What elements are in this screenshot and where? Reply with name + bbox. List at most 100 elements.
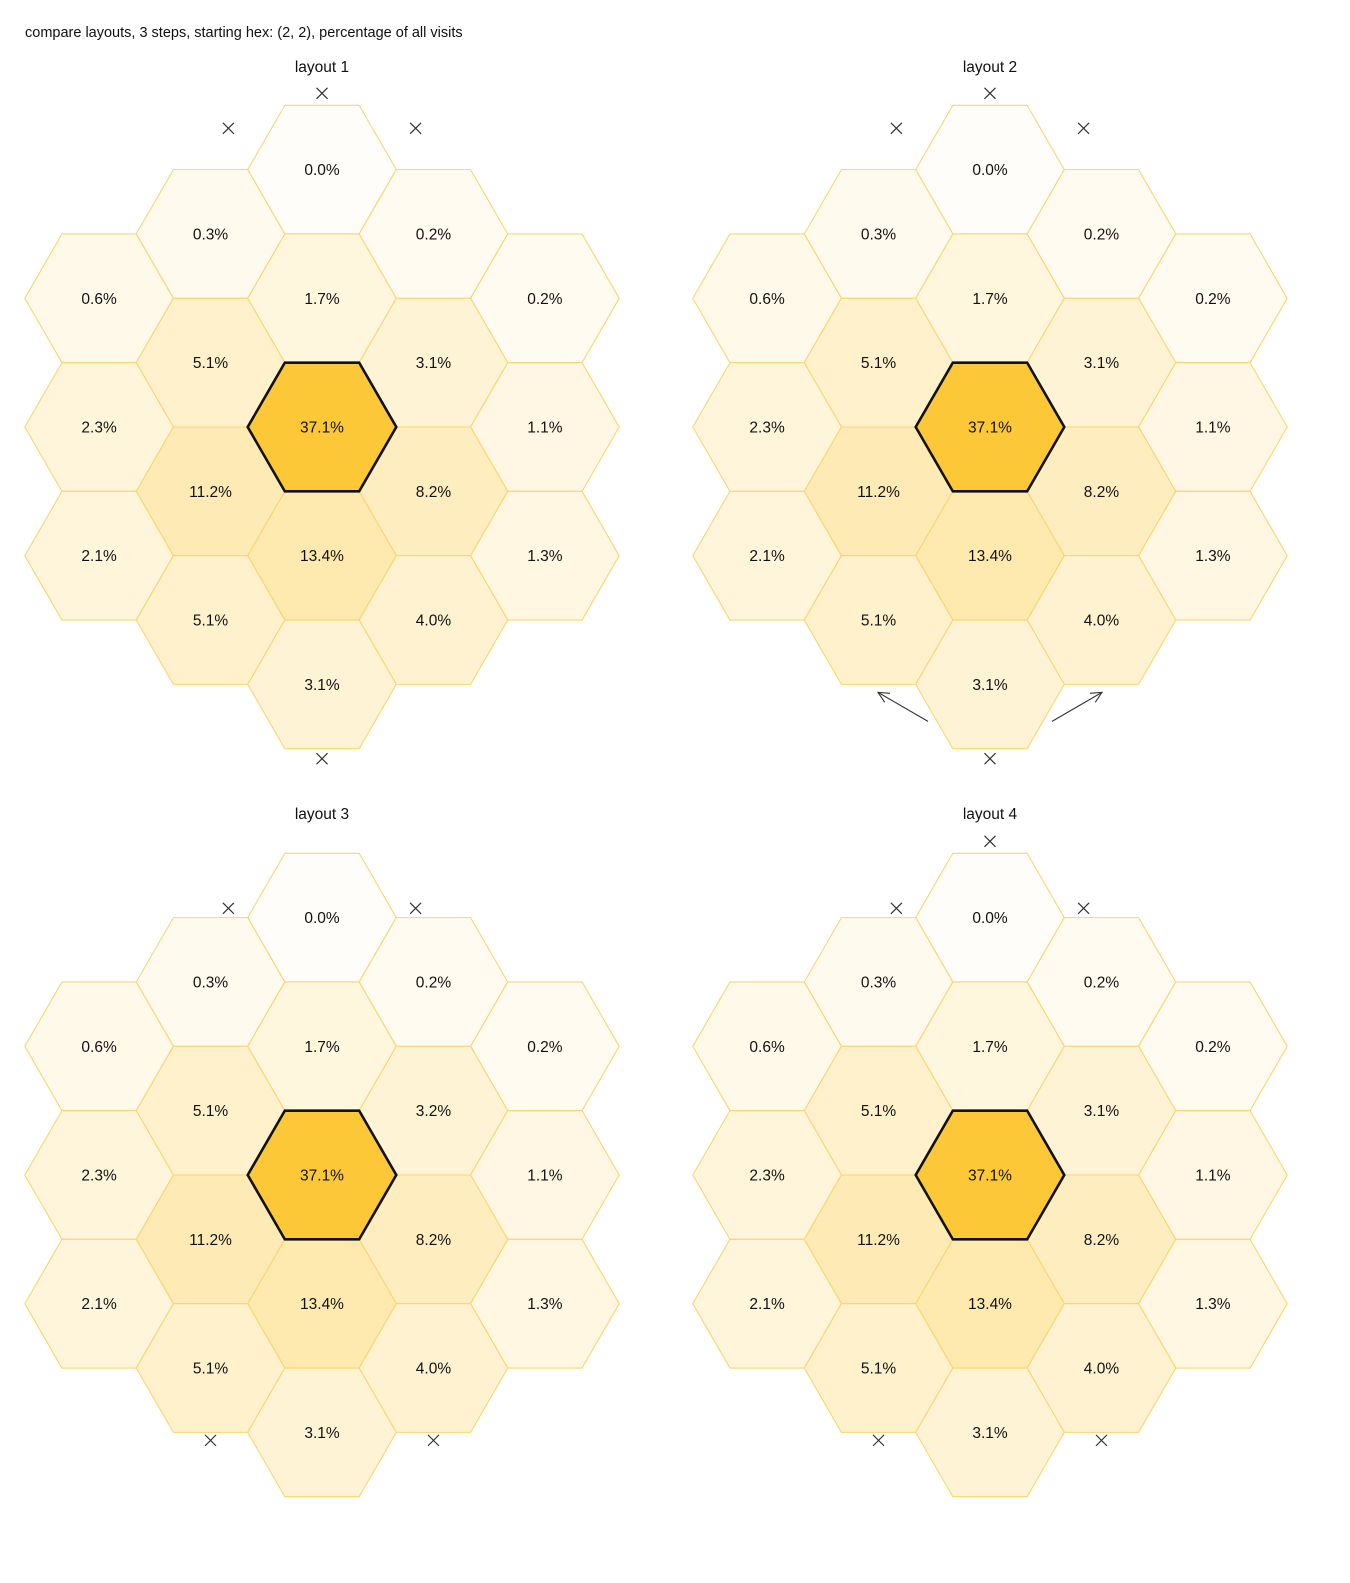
hex-cell: 0.0%: [247, 104, 397, 235]
boundary-marker-icon: [316, 87, 328, 100]
hex-percentage-label: 8.2%: [1084, 1232, 1120, 1249]
hex-percentage-label: 0.3%: [861, 226, 897, 243]
boundary-marker-icon: [890, 122, 903, 135]
boundary-marker-icon: [984, 752, 996, 765]
hex-cell: 5.1%: [803, 1045, 954, 1176]
hex-percentage-label: 1.1%: [527, 1168, 563, 1185]
hex-cell: 3.1%: [1026, 297, 1177, 428]
hex-percentage-label: 2.3%: [749, 420, 785, 437]
boundary-marker-icon: [427, 1434, 440, 1447]
hex-percentage-label: 5.1%: [861, 1103, 897, 1120]
hex-percentage-label: 3.2%: [416, 1103, 452, 1120]
hex-percentage-label: 0.2%: [1195, 291, 1231, 308]
hex-cell: 5.1%: [803, 555, 954, 685]
hex-percentage-label: 0.6%: [81, 1039, 117, 1056]
boundary-marker-icon: [409, 122, 422, 135]
panel-title: layout 2: [963, 59, 1017, 76]
hex-percentage-label: 0.3%: [193, 226, 229, 243]
start-hex-outline: [914, 1109, 1066, 1241]
hex-cell: 0.3%: [135, 169, 286, 299]
hex-percentage-label: 0.3%: [861, 974, 897, 991]
start-hex-outline: [246, 1109, 398, 1241]
hex-cell: 4.0%: [358, 555, 509, 685]
panel-title: layout 3: [295, 806, 349, 823]
hex-percentage-label: 1.7%: [304, 291, 340, 308]
hex-percentage-label: 5.1%: [193, 613, 229, 630]
hex-percentage-label: 0.2%: [416, 974, 452, 991]
hex-percentage-label: 3.1%: [304, 677, 340, 694]
hex-percentage-label: 2.1%: [81, 548, 117, 565]
hex-cell: 2.1%: [24, 1238, 175, 1369]
hex-percentage-label: 5.1%: [861, 355, 897, 372]
hex-percentage-label: 5.1%: [861, 1361, 897, 1378]
hex-cell: 3.1%: [247, 619, 397, 750]
hex-percentage-label: 2.3%: [81, 420, 117, 437]
hex-percentage-label: 5.1%: [193, 1103, 229, 1120]
boundary-marker-icon: [984, 835, 996, 848]
panel-layout-4: layout 4 0.0% 0.3% 0.2% 0.6% 1.7% 0.2% 5.1% 3.1%…: [692, 806, 1288, 1498]
hex-percentage-label: 1.3%: [1195, 548, 1231, 565]
hex-percentage-label: 1.7%: [972, 291, 1008, 308]
hex-percentage-label: 0.6%: [749, 291, 785, 308]
hex-cell: 0.2%: [1137, 233, 1288, 364]
hex-cell: 1.1%: [1137, 1110, 1288, 1240]
hex-percentage-label: 1.3%: [527, 548, 563, 565]
boundary-marker-icon: [1095, 1434, 1108, 1447]
start-hex-outline: [246, 361, 398, 493]
panel-title: layout 1: [295, 59, 349, 76]
boundary-marker-icon: [1077, 902, 1090, 915]
hex-percentage-label: 0.0%: [972, 162, 1008, 179]
hex-percentage-label: 2.3%: [81, 1168, 117, 1185]
hex-cell: 0.2%: [469, 233, 620, 364]
hex-percentage-label: 1.7%: [304, 1039, 340, 1056]
start-hex: 37.1%: [247, 362, 397, 492]
hex-percentage-label: 11.2%: [189, 484, 232, 501]
hex-cell: 5.1%: [135, 1303, 286, 1433]
hex-percentage-label: 1.7%: [972, 1039, 1008, 1056]
hex-percentage-label: 8.2%: [1084, 484, 1120, 501]
hex-percentage-label: 0.6%: [81, 291, 117, 308]
hex-cell: 1.3%: [469, 1238, 620, 1369]
boundary-marker-icon: [222, 902, 235, 915]
hex-percentage-label: 0.2%: [527, 1039, 563, 1056]
hex-cell: 2.3%: [24, 362, 175, 492]
start-hex-outline: [914, 361, 1066, 493]
hex-cell: 2.1%: [692, 490, 843, 621]
boundary-marker-icon: [890, 902, 903, 915]
boundary-marker-icon: [409, 902, 422, 915]
hex-cell: 1.7%: [247, 981, 397, 1112]
boundary-marker-icon: [984, 87, 996, 100]
panel-layout-2: layout 2 0.0% 0.3% 0.2% 0.6% 1.7% 0.2% 5.1% 3.1%…: [692, 59, 1288, 765]
page-title: compare layouts, 3 steps, starting hex: …: [25, 25, 463, 41]
hex-percentage-label: 13.4%: [300, 548, 344, 565]
hex-percentage-label: 5.1%: [861, 613, 897, 630]
hex-cell: 4.0%: [1026, 1303, 1177, 1433]
hex-percentage-label: 5.1%: [193, 1361, 229, 1378]
hex-percentage-label: 0.2%: [1084, 974, 1120, 991]
hex-cell: 2.1%: [692, 1238, 843, 1369]
hex-percentage-label: 0.3%: [193, 974, 229, 991]
hex-cell: 3.1%: [358, 297, 509, 428]
hex-percentage-label: 1.1%: [527, 420, 563, 437]
hex-percentage-label: 0.2%: [1195, 1039, 1231, 1056]
hex-percentage-label: 4.0%: [1084, 613, 1120, 630]
hex-percentage-label: 0.0%: [304, 910, 340, 927]
hex-percentage-label: 11.2%: [857, 484, 900, 501]
arrow-up-right-icon: [1051, 691, 1104, 722]
boundary-marker-icon: [222, 122, 235, 135]
hex-percentage-label: 3.1%: [972, 677, 1008, 694]
hex-cell: 0.6%: [692, 233, 843, 364]
hex-cell: 3.1%: [915, 1367, 1065, 1498]
boundary-marker-icon: [316, 752, 328, 765]
hex-cell: 8.2%: [358, 1174, 509, 1305]
hex-percentage-label: 11.2%: [189, 1232, 232, 1249]
hex-percentage-label: 2.1%: [81, 1296, 117, 1313]
panel-layout-1: layout 1 0.0% 0.3% 0.2% 0.6% 1.7% 0.2% 5.1% 3.1%…: [24, 59, 620, 765]
hex-percentage-label: 37.1%: [300, 420, 344, 437]
hex-percentage-label: 4.0%: [416, 1361, 452, 1378]
hex-percentage-label: 1.1%: [1195, 420, 1231, 437]
hex-percentage-label: 13.4%: [968, 1296, 1012, 1313]
hex-percentage-label: 1.3%: [1195, 1296, 1231, 1313]
hex-percentage-label: 0.2%: [1084, 226, 1120, 243]
